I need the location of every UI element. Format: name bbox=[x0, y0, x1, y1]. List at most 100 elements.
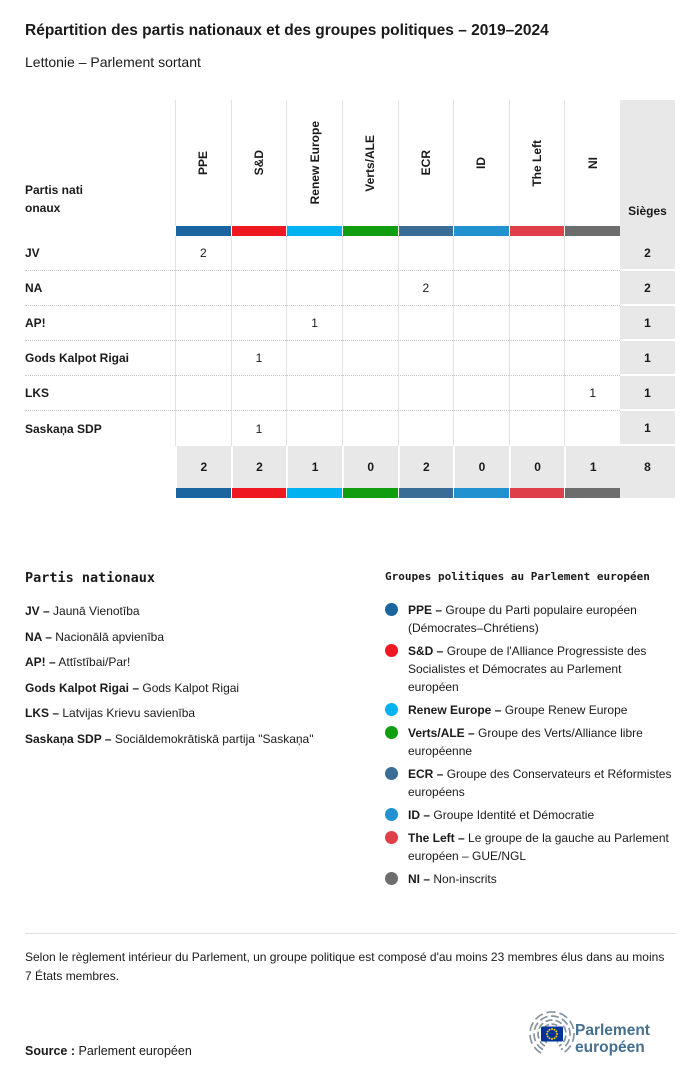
ep-logo-graphic: Parlement européen bbox=[529, 1011, 650, 1056]
bar-spacer bbox=[620, 226, 675, 236]
group-color-bar bbox=[564, 488, 620, 498]
seat-cell bbox=[453, 411, 509, 446]
party-name: Saskaņa SDP bbox=[25, 421, 102, 436]
column-header-label: The Left bbox=[530, 139, 545, 187]
seats-header-label: Sièges bbox=[628, 204, 667, 218]
seat-cell bbox=[508, 271, 565, 306]
seat-cell: 1 bbox=[230, 341, 287, 376]
group-color-bar bbox=[175, 488, 231, 498]
party-name: JV bbox=[25, 236, 175, 271]
group-color-dot bbox=[385, 872, 398, 885]
group-total: 0 bbox=[508, 446, 565, 488]
party-full-name: Attīstībai/Par! bbox=[58, 655, 131, 670]
page-subtitle: Lettonie – Parlement sortant bbox=[25, 54, 201, 70]
column-header-label: Renew Europe bbox=[307, 121, 322, 205]
group-color-bar bbox=[508, 226, 565, 236]
group-legend-item: The Left – Le groupe de la gauche au Par… bbox=[385, 829, 675, 865]
group-abbr: Renew Europe – bbox=[408, 703, 502, 717]
party-abbr: LKS – bbox=[25, 706, 60, 721]
group-legend-text: ECR – Groupe des Conservateurs et Réform… bbox=[408, 765, 675, 801]
group-total: 1 bbox=[564, 446, 620, 488]
party-abbr: AP! – bbox=[25, 655, 56, 670]
corner-label: Partis nationaux bbox=[25, 182, 84, 216]
party-abbr: JV – bbox=[25, 604, 50, 618]
seat-cell bbox=[453, 306, 509, 341]
seat-cell bbox=[341, 341, 398, 376]
bar-spacer bbox=[25, 488, 175, 498]
group-abbr: S&D – bbox=[408, 644, 444, 658]
parties-legend-title: Partis nationaux bbox=[25, 570, 156, 586]
row-total-seats: 1 bbox=[620, 341, 675, 376]
group-color-bar bbox=[230, 226, 287, 236]
column-header-label: PPE bbox=[196, 150, 211, 175]
group-color-bar bbox=[230, 488, 287, 498]
group-abbr: The Left – bbox=[408, 831, 465, 845]
political-groups-legend: Groupes politiques au Parlement européen… bbox=[385, 570, 675, 893]
seat-cell bbox=[564, 306, 620, 341]
seat-cell bbox=[453, 376, 509, 411]
logo-wordmark-line2: européen bbox=[575, 1039, 645, 1056]
seat-cell bbox=[397, 236, 454, 271]
group-legend-text: The Left – Le groupe de la gauche au Par… bbox=[408, 829, 675, 865]
row-total-seats: 2 bbox=[620, 271, 675, 306]
group-total: 0 bbox=[341, 446, 398, 488]
column-header-renew-europe: Renew Europe bbox=[286, 100, 342, 226]
page-title: Répartition des partis nationaux et des … bbox=[25, 22, 549, 39]
party-legend-item: NA – Nacionālā apvienība bbox=[25, 630, 385, 646]
group-legend-item: Renew Europe – Groupe Renew Europe bbox=[385, 701, 675, 719]
seat-cell bbox=[397, 341, 454, 376]
group-color-dot bbox=[385, 767, 398, 780]
group-color-bar bbox=[508, 488, 565, 498]
column-header-label: ID bbox=[474, 157, 489, 169]
seat-cell bbox=[286, 376, 342, 411]
group-color-bar bbox=[341, 488, 398, 498]
group-color-dot bbox=[385, 603, 398, 616]
group-description: Groupe Renew Europe bbox=[504, 703, 628, 717]
seat-cell: 2 bbox=[175, 236, 231, 271]
column-header-label: Verts/ALE bbox=[363, 134, 378, 192]
group-legend-item: PPE – Groupe du Parti populaire européen… bbox=[385, 601, 675, 637]
party-name: LKS bbox=[25, 376, 175, 411]
seat-cell bbox=[286, 341, 342, 376]
legend-section: Partis nationaux JV – Jaunā Vienotība NA… bbox=[25, 570, 675, 893]
seat-cell bbox=[341, 271, 398, 306]
footnote: Selon le règlement intérieur du Parlemen… bbox=[25, 950, 665, 983]
group-legend-text: Verts/ALE – Groupe des Verts/Alliance li… bbox=[408, 724, 675, 760]
seat-cell bbox=[230, 376, 287, 411]
group-abbr: Verts/ALE – bbox=[408, 726, 475, 740]
column-header-sd: S&D bbox=[230, 100, 287, 226]
seat-cell bbox=[286, 271, 342, 306]
group-description: Non-inscrits bbox=[433, 872, 497, 886]
seat-cell bbox=[564, 341, 620, 376]
party-abbr: Saskaņa SDP – bbox=[25, 731, 112, 746]
group-abbr: PPE – bbox=[408, 603, 443, 617]
column-header-id: ID bbox=[453, 100, 509, 226]
group-description: Groupe des Conservateurs et Réformistes … bbox=[408, 767, 672, 799]
seat-cell bbox=[564, 411, 620, 446]
seat-cell bbox=[341, 236, 398, 271]
seat-cell bbox=[397, 376, 454, 411]
party-full-name: Latvijas Krievu savienība bbox=[62, 706, 196, 721]
logo-wordmark-line1: Parlement bbox=[575, 1022, 650, 1039]
party-abbr: NA – bbox=[25, 629, 52, 644]
ep-logo: Parlement européen bbox=[517, 1011, 675, 1066]
seat-cell bbox=[508, 306, 565, 341]
group-color-bar bbox=[564, 226, 620, 236]
party-legend-item: Saskaņa SDP – Sociāldemokrātiskā partija… bbox=[25, 732, 385, 748]
seat-cell bbox=[564, 236, 620, 271]
seat-cell bbox=[453, 271, 509, 306]
grand-total-seats: 8 bbox=[620, 446, 675, 488]
totals-spacer bbox=[25, 446, 175, 488]
group-color-bar bbox=[397, 226, 454, 236]
group-legend-item: S&D – Groupe de l'Alliance Progressiste … bbox=[385, 642, 675, 696]
row-total-seats: 1 bbox=[620, 306, 675, 341]
seat-cell bbox=[286, 411, 342, 446]
group-color-bar bbox=[286, 488, 342, 498]
group-legend-item: ECR – Groupe des Conservateurs et Réform… bbox=[385, 765, 675, 801]
column-header-ppe: PPE bbox=[175, 100, 231, 226]
seat-cell bbox=[508, 236, 565, 271]
seat-cell: 2 bbox=[397, 271, 454, 306]
seat-cell bbox=[508, 411, 565, 446]
group-legend-text: ID – Groupe Identité et Démocratie bbox=[408, 806, 594, 824]
footer-divider bbox=[25, 933, 675, 934]
